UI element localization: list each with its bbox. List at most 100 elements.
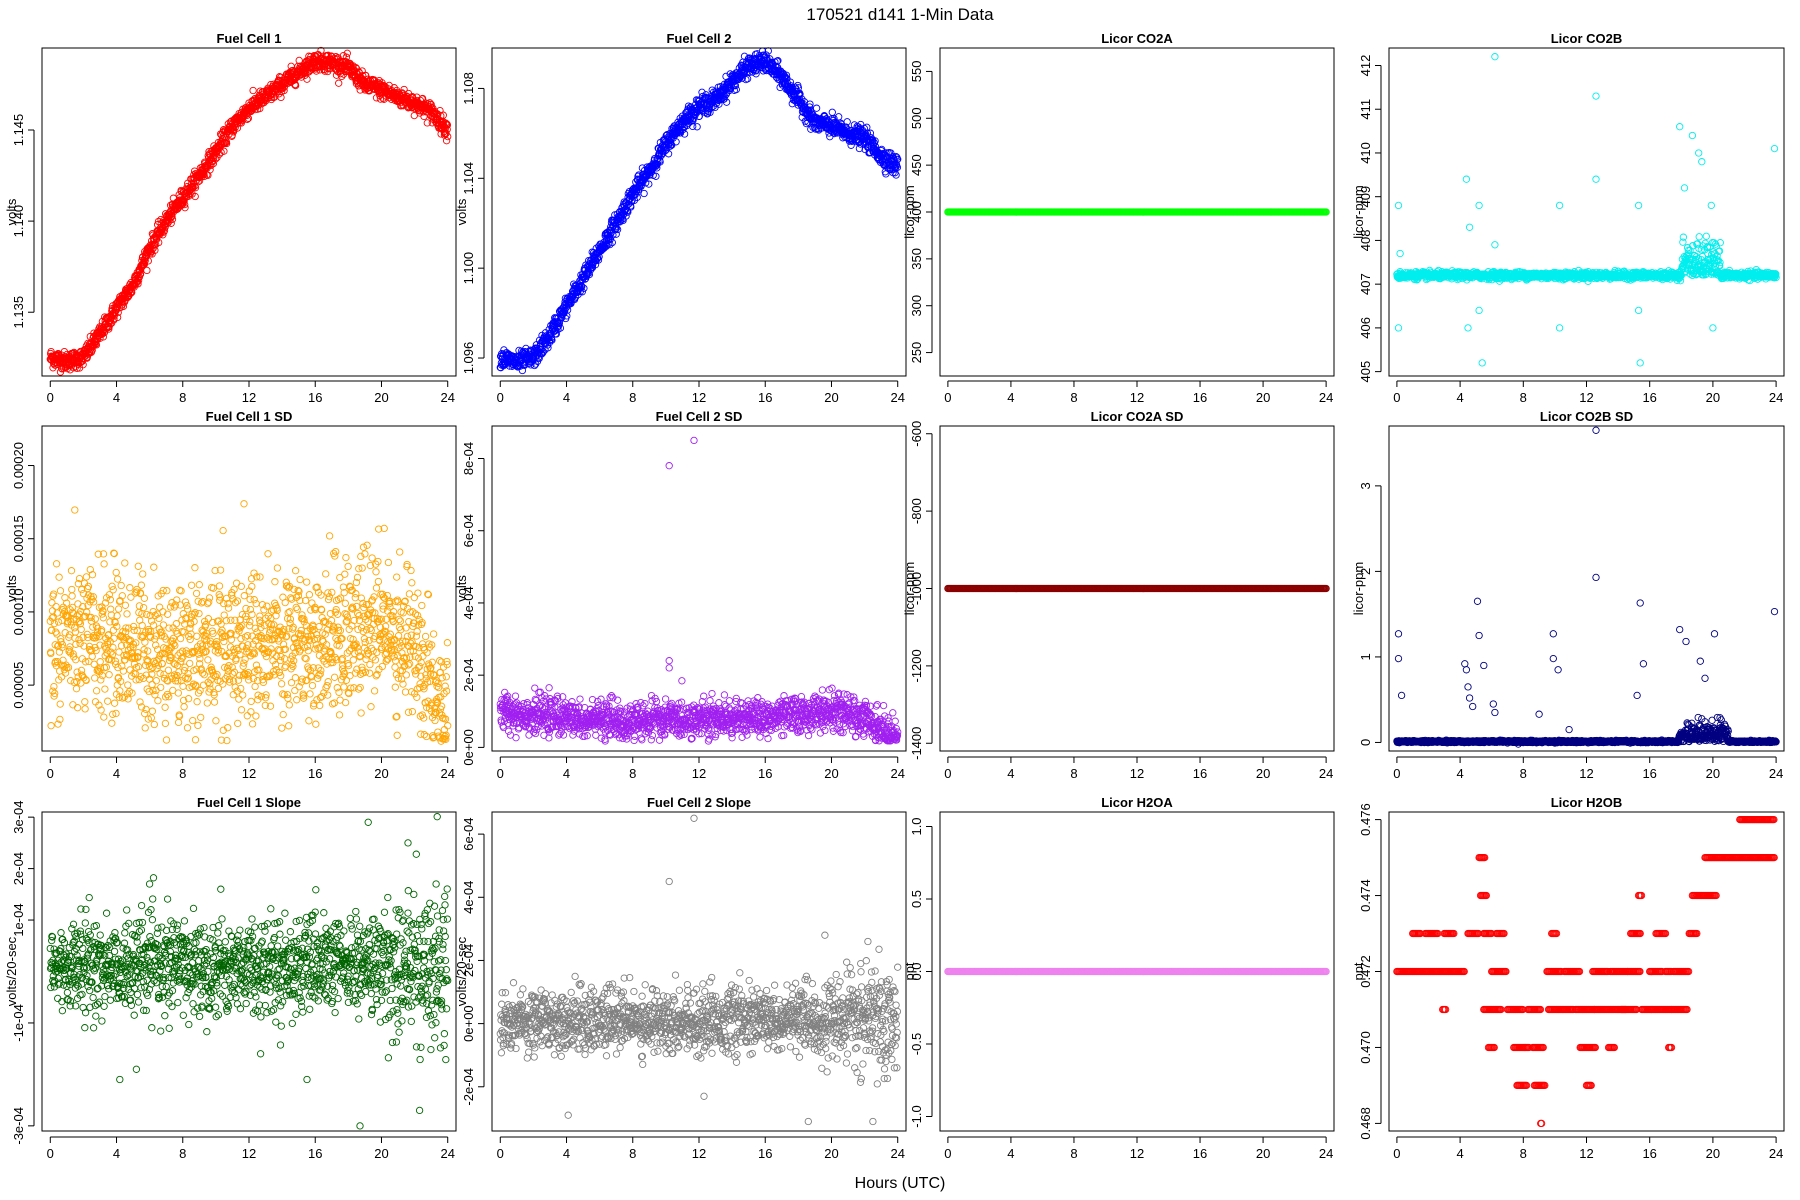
data-point <box>168 210 176 218</box>
data-point <box>303 75 311 83</box>
data-point <box>335 79 343 87</box>
data-point <box>143 266 151 275</box>
x-tick-label: 4 <box>1456 390 1463 405</box>
data-point <box>99 333 107 341</box>
data-point <box>442 137 451 145</box>
data-point <box>1770 144 1779 153</box>
data-point <box>110 315 118 323</box>
y-tick-label: 405 <box>1358 361 1373 383</box>
data-point <box>191 192 199 201</box>
data-point <box>83 353 91 361</box>
y-tick-label: 1.108 <box>461 72 476 105</box>
x-tick-label: 24 <box>890 390 904 405</box>
series-points <box>496 47 902 375</box>
x-tick-label: 20 <box>824 390 838 405</box>
x-axis: 0 4 8 12 16 20 24 <box>47 380 455 405</box>
x-tick-label: 4 <box>113 390 120 405</box>
y-axis-label: volts <box>454 198 469 225</box>
data-point <box>48 599 56 607</box>
data-point <box>88 346 96 354</box>
y-tick-label: 450 <box>909 154 924 176</box>
data-point <box>863 123 871 131</box>
x-tick-label: 8 <box>629 390 636 405</box>
data-point <box>1491 53 1499 61</box>
data-point <box>79 361 87 369</box>
data-point <box>1465 223 1474 231</box>
data-point <box>1555 201 1564 210</box>
x-axis: 0 4 8 12 16 20 24 <box>497 380 905 405</box>
data-point <box>1680 184 1689 192</box>
data-point <box>191 184 200 192</box>
x-tick-label: 12 <box>692 390 706 405</box>
x-tick-label: 24 <box>440 390 454 405</box>
data-point <box>1702 232 1710 240</box>
data-point <box>52 560 61 568</box>
data-point <box>50 682 58 691</box>
data-point <box>1475 306 1483 315</box>
y-tick-label: 350 <box>909 248 924 270</box>
y-tick-label: 400 <box>909 201 924 223</box>
x-tick-label: 0 <box>47 390 54 405</box>
y-tick-label: 1.100 <box>461 252 476 285</box>
y-axis-label: volts <box>4 198 19 225</box>
data-point <box>168 215 177 223</box>
panel-title: Fuel Cell 1 SD <box>206 409 293 424</box>
y-tick-label: 300 <box>909 295 924 317</box>
data-point <box>181 200 189 209</box>
data-point <box>1592 92 1600 100</box>
y-tick-label: 410 <box>1358 142 1373 164</box>
data-point <box>828 108 836 116</box>
data-point <box>693 123 701 131</box>
x-axis: 0 4 8 12 16 20 24 <box>944 380 1333 405</box>
series-points <box>46 500 452 745</box>
y-tick-label: 1.096 <box>461 342 476 375</box>
x-tick-label: 0 <box>1393 390 1400 405</box>
data-point <box>1394 324 1403 332</box>
panel-title: Licor CO2B <box>1551 31 1623 46</box>
data-point <box>58 365 66 373</box>
panel-title: Fuel Cell 1 <box>216 31 281 46</box>
data-point <box>1634 306 1643 315</box>
x-tick-label: 4 <box>563 390 570 405</box>
y-tick-label: 1.140 <box>11 205 26 238</box>
x-tick-label: 8 <box>1070 390 1077 405</box>
data-point <box>1464 324 1472 332</box>
plot-frame <box>1388 47 1785 377</box>
data-point <box>141 257 149 265</box>
x-axis-title: Hours (UTC) <box>855 1175 946 1192</box>
x-tick-label: 20 <box>374 390 388 405</box>
x-tick-label: 24 <box>1769 390 1783 405</box>
data-point <box>1462 175 1471 183</box>
data-point <box>189 183 197 192</box>
data-point <box>1636 359 1644 367</box>
data-point <box>144 257 152 265</box>
data-point <box>155 238 163 247</box>
y-tick-label: 250 <box>909 342 924 364</box>
y-tick-label: 409 <box>1358 186 1373 208</box>
data-point <box>151 246 159 254</box>
x-tick-label: 4 <box>1007 390 1014 405</box>
series-points <box>944 208 1330 216</box>
data-point <box>1475 201 1483 210</box>
panel-title: Licor CO2A <box>1101 31 1173 46</box>
x-tick-label: 16 <box>1642 390 1656 405</box>
data-point <box>855 144 864 153</box>
data-point <box>1394 201 1403 210</box>
data-point <box>1688 131 1697 140</box>
data-point <box>136 270 145 278</box>
y-tick-label: 500 <box>909 107 924 129</box>
x-tick-label: 0 <box>497 390 504 405</box>
x-tick-label: 0 <box>944 390 951 405</box>
data-point <box>1676 123 1684 131</box>
y-tick-label: 550 <box>909 61 924 83</box>
x-tick-label: 16 <box>1193 390 1207 405</box>
figure-title: 170521 d141 1-Min Data <box>806 5 994 24</box>
data-point <box>181 204 189 212</box>
data-point <box>114 308 122 317</box>
data-point <box>1634 201 1643 210</box>
